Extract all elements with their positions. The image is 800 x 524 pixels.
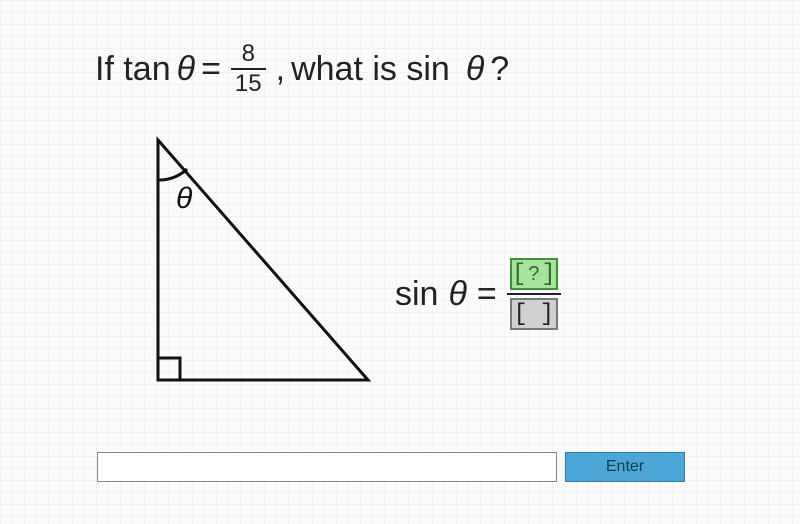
theta-symbol: θ [177, 50, 195, 89]
question-suffix: what is sin [291, 50, 450, 89]
numerator-input-box[interactable]: [ ? ] [510, 258, 558, 290]
input-row: Enter [97, 452, 685, 482]
bracket-left-2: [ [513, 301, 527, 328]
equals-sign: = [201, 50, 221, 89]
answer-expression: sin θ = [ ? ] [ ] [395, 258, 561, 330]
fraction-denominator: 15 [231, 68, 266, 96]
answer-input[interactable] [97, 452, 557, 482]
answer-theta: θ [448, 275, 466, 314]
right-triangle-diagram: θ [138, 120, 388, 410]
comma: , [276, 50, 285, 89]
bracket-right: ] [541, 261, 555, 288]
answer-label-sin: sin [395, 275, 438, 314]
theta-symbol-2: θ [466, 50, 484, 89]
angle-arc [158, 169, 187, 180]
fraction-bar [507, 293, 561, 295]
bracket-right-2: ] [540, 301, 554, 328]
enter-button[interactable]: Enter [565, 452, 685, 482]
numerator-placeholder: ? [528, 263, 539, 286]
fraction-numerator: 8 [238, 42, 259, 68]
bracket-left: [ [512, 261, 526, 288]
question-text: If tan θ = 8 15 , what is sin θ ? [95, 42, 509, 96]
fraction: 8 15 [231, 42, 266, 96]
triangle-shape [158, 140, 368, 380]
question-prefix: If tan [95, 50, 171, 89]
answer-equals: = [477, 275, 497, 314]
answer-fraction: [ ? ] [ ] [507, 258, 561, 330]
theta-label: θ [176, 182, 193, 215]
right-angle-square [158, 358, 180, 380]
denominator-input-box[interactable]: [ ] [510, 298, 558, 330]
question-mark: ? [490, 50, 509, 89]
